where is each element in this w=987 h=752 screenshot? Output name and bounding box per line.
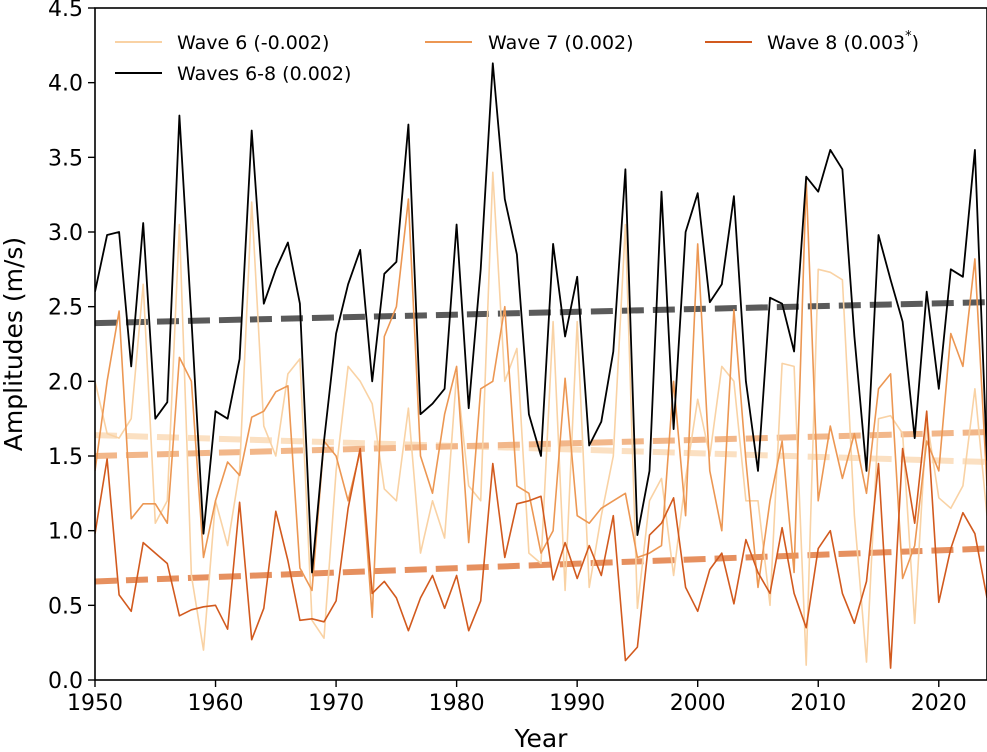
y-tick-label: 0.0 <box>48 669 83 694</box>
legend: Wave 6 (-0.002) Wave 7 (0.002) Wave 8 (0… <box>115 29 919 85</box>
series-wave-6-line <box>95 171 987 666</box>
x-tick-label: 2020 <box>911 691 967 716</box>
legend-label-wave-8-star: * <box>905 29 912 44</box>
legend-label-wave-6: Wave 6 (-0.002) <box>177 32 329 54</box>
wave-8-trend-line <box>95 545 987 585</box>
y-tick-label: 3.0 <box>48 221 83 246</box>
y-axis-label: Amplitudes (m/s) <box>0 237 28 451</box>
legend-label-wave-8: Wave 8 (0.003*) <box>767 29 919 54</box>
legend-label-wave-8-close: ) <box>912 32 919 54</box>
y-tick-label: 3.5 <box>48 146 83 171</box>
legend-label-wave-8-main: Wave 8 (0.003 <box>767 32 905 54</box>
y-axis: 0.0 0.5 1.0 1.5 2.0 2.5 3.0 3.5 4.0 4.5 <box>48 0 95 694</box>
y-tick-label: 4.5 <box>48 0 83 22</box>
y-tick-label: 2.5 <box>48 296 83 321</box>
x-tick-label: 1950 <box>67 691 123 716</box>
y-tick-label: 2.0 <box>48 370 83 395</box>
series-wave-8-line <box>95 410 987 669</box>
plot-frame <box>94 7 987 681</box>
legend-label-waves-6-8: Waves 6-8 (0.002) <box>177 63 351 85</box>
y-tick-label: 1.0 <box>48 520 83 545</box>
series-lines <box>95 62 987 669</box>
series-wave-7-line <box>95 178 987 619</box>
y-tick-label: 1.5 <box>48 445 83 470</box>
y-tick-label: 0.5 <box>48 594 83 619</box>
series-waves-6-8-line <box>95 62 987 574</box>
x-tick-label: 1980 <box>429 691 485 716</box>
x-axis: 1950 1960 1970 1980 1990 2000 2010 2020 <box>67 680 967 716</box>
x-tick-label: 1960 <box>188 691 244 716</box>
x-tick-label: 1990 <box>549 691 605 716</box>
legend-label-wave-7: Wave 7 (0.002) <box>488 32 634 54</box>
x-tick-label: 1970 <box>308 691 364 716</box>
x-axis-label: Year <box>514 724 569 752</box>
x-tick-label: 2000 <box>670 691 726 716</box>
y-tick-label: 4.0 <box>48 72 83 97</box>
x-tick-label: 2010 <box>790 691 846 716</box>
waves-6-8-trend-line <box>95 299 987 327</box>
